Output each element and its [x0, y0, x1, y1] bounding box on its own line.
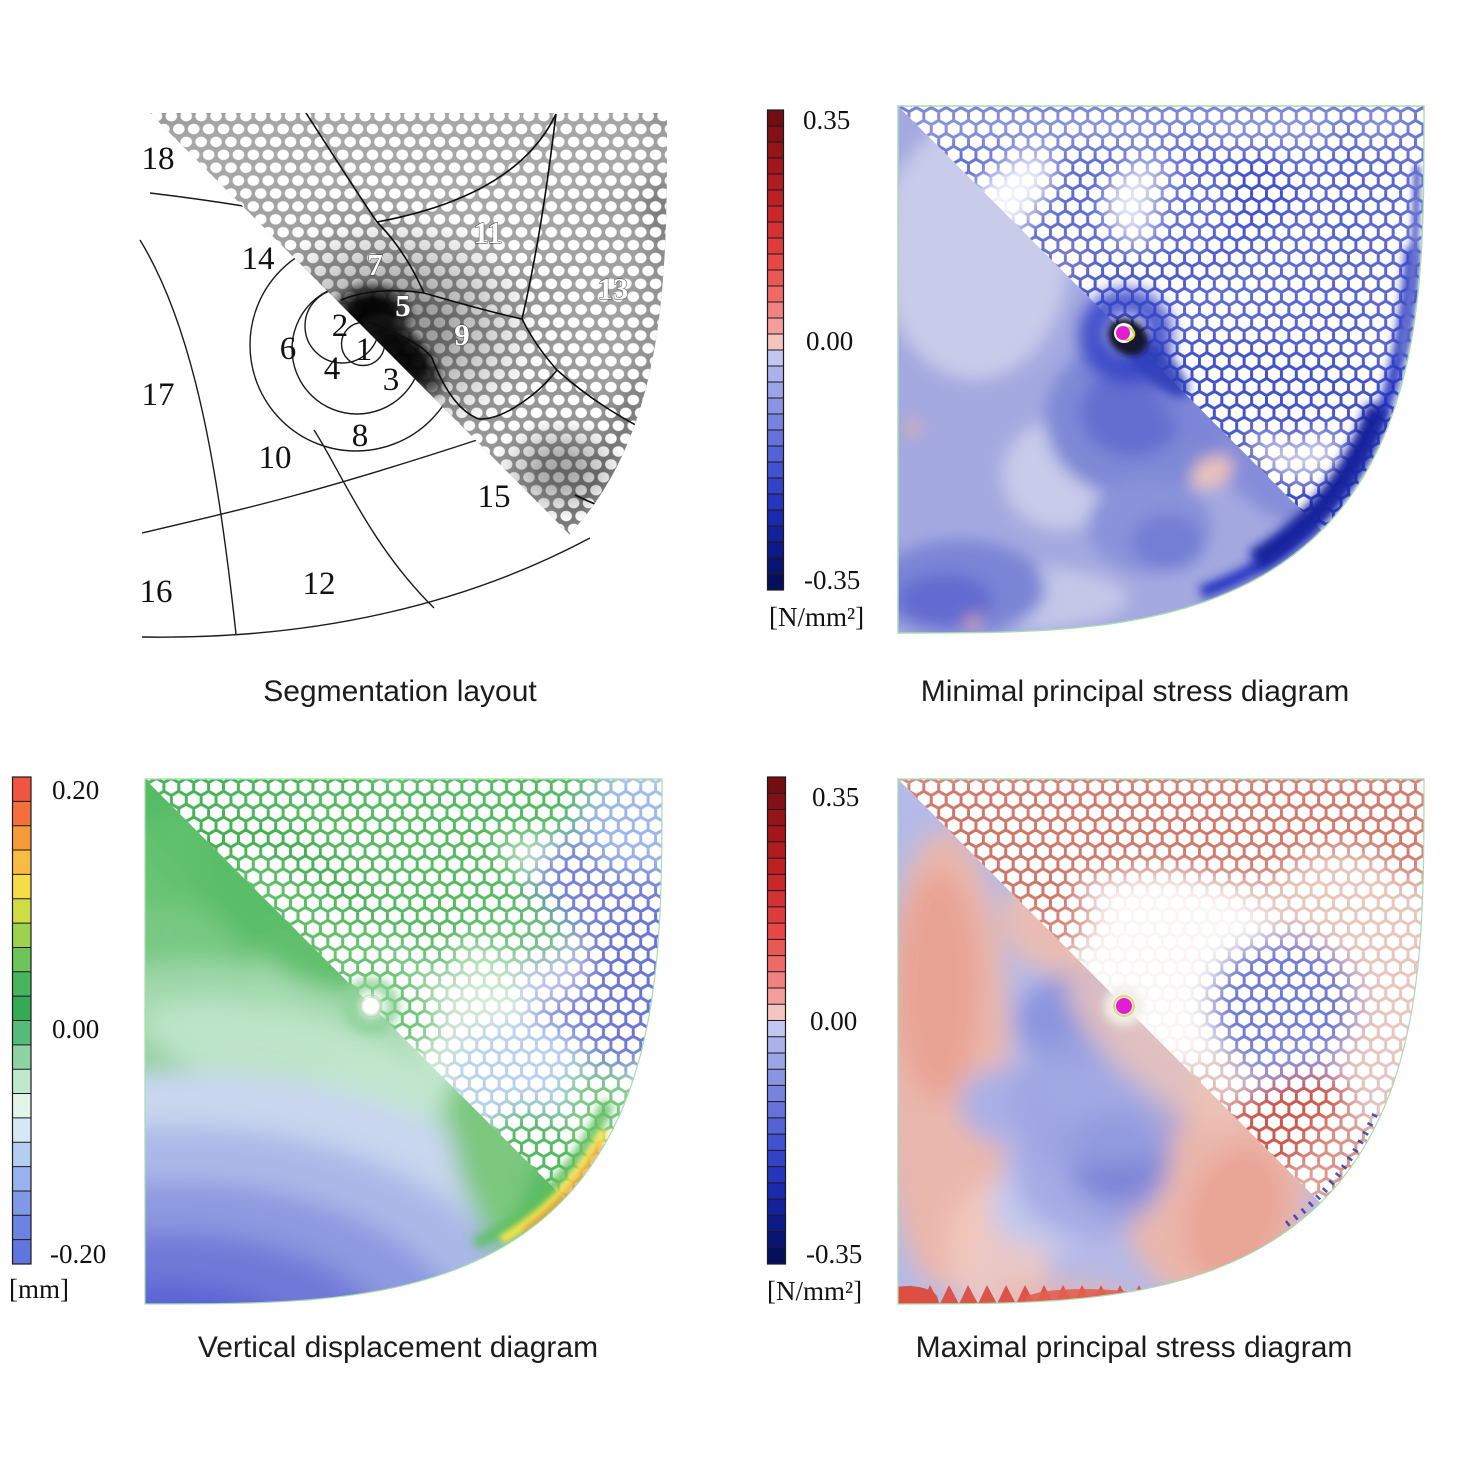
svg-text:1: 1 [356, 332, 373, 368]
svg-text:0.00: 0.00 [810, 1006, 857, 1036]
svg-text:0.35: 0.35 [803, 105, 850, 135]
svg-text:-0.35: -0.35 [806, 1239, 862, 1269]
svg-text:10: 10 [259, 440, 292, 476]
svg-text:6: 6 [280, 331, 297, 367]
svg-text:13: 13 [598, 271, 629, 306]
svg-text:[N/mm²]: [N/mm²] [769, 602, 864, 632]
svg-text:18: 18 [142, 141, 175, 177]
svg-text:9: 9 [454, 317, 470, 352]
svg-text:12: 12 [303, 566, 336, 602]
svg-text:0.00: 0.00 [806, 326, 853, 356]
svg-text:3: 3 [383, 362, 400, 398]
svg-text:-0.20: -0.20 [50, 1239, 106, 1269]
svg-text:8: 8 [352, 418, 369, 454]
svg-text:17: 17 [142, 377, 175, 413]
svg-text:16: 16 [140, 574, 173, 610]
svg-text:7: 7 [367, 247, 383, 282]
svg-text:2: 2 [332, 308, 349, 344]
svg-text:0.35: 0.35 [812, 782, 859, 812]
svg-text:15: 15 [478, 479, 511, 515]
svg-text:11: 11 [473, 215, 502, 250]
svg-text:Maximal principal stress diagr: Maximal principal stress diagram [916, 1331, 1353, 1364]
svg-text:0.00: 0.00 [52, 1014, 99, 1044]
svg-text:Minimal principal stress diagr: Minimal principal stress diagram [921, 675, 1349, 708]
svg-text:14: 14 [242, 241, 275, 277]
svg-text:[mm]: [mm] [9, 1274, 69, 1304]
svg-text:0.20: 0.20 [52, 775, 99, 805]
svg-text:-0.35: -0.35 [804, 565, 860, 595]
svg-text:Segmentation layout: Segmentation layout [263, 675, 537, 708]
svg-text:[N/mm²]: [N/mm²] [767, 1276, 862, 1306]
svg-text:Vertical displacement diagram: Vertical displacement diagram [198, 1331, 598, 1364]
svg-text:4: 4 [324, 351, 341, 387]
svg-text:5: 5 [395, 288, 411, 323]
